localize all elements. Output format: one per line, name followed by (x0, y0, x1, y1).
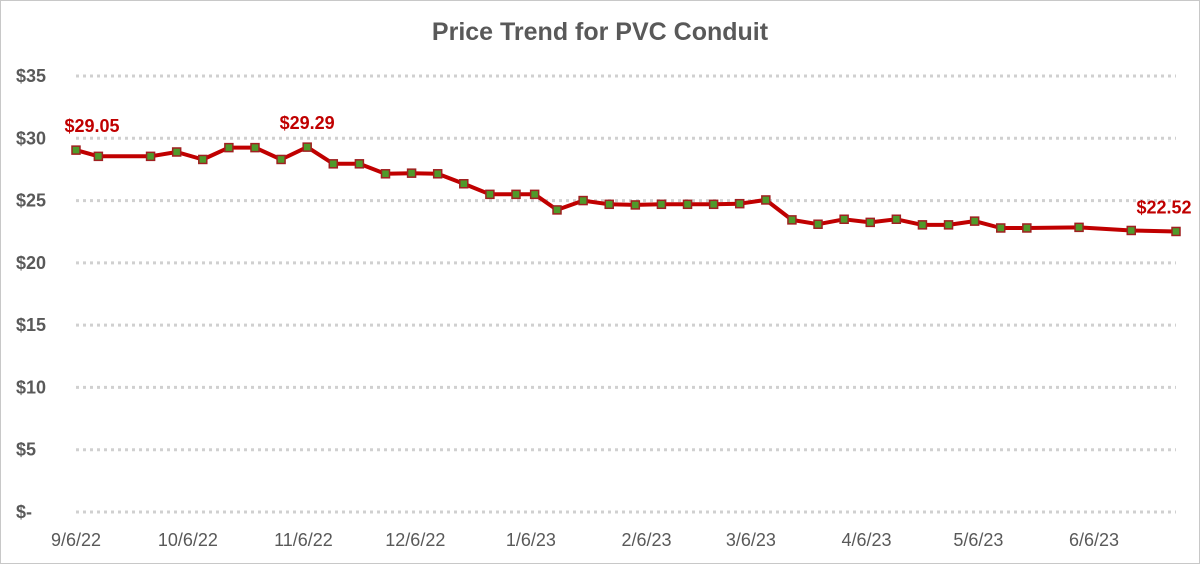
x-tick-label: 12/6/22 (385, 530, 445, 550)
data-point-marker (839, 214, 849, 225)
data-point-marker (787, 215, 797, 225)
series-price (71, 142, 1181, 237)
data-point-marker (171, 147, 182, 157)
x-tick-label: 2/6/23 (621, 530, 671, 550)
y-tick-label: $20 (16, 253, 46, 273)
data-point-marker (302, 142, 312, 152)
x-axis-ticks: 9/6/22 10/6/22 11/6/22 12/6/22 1/6/23 2/6/23 3… (51, 530, 1119, 550)
data-point-marker (328, 159, 339, 169)
x-tick-label: 9/6/22 (51, 530, 101, 550)
data-point-marker (380, 169, 391, 179)
data-point-marker (604, 199, 614, 210)
data-point-marker (630, 200, 641, 210)
x-tick-label: 1/6/23 (506, 530, 556, 550)
data-point-marker (1074, 222, 1084, 233)
data-point-marker (485, 189, 495, 200)
data-point-marker (813, 219, 823, 229)
data-point-marker (1126, 225, 1137, 236)
data-point-marker (93, 151, 104, 162)
data-point-marker (250, 142, 260, 153)
data-point-marker (891, 214, 902, 225)
y-tick-label: $15 (16, 315, 46, 335)
x-tick-label: 11/6/22 (274, 530, 333, 550)
data-point-marker (198, 154, 208, 165)
data-point-marker (1022, 223, 1032, 233)
data-point-marker (708, 199, 719, 210)
y-tick-label: $10 (16, 377, 46, 397)
data-point-marker (432, 169, 443, 179)
y-tick-label: $35 (16, 66, 46, 86)
data-point-marker (995, 223, 1006, 233)
y-axis-ticks: $- $5 $10 $15 $20 $25 $30 $35 (16, 66, 46, 522)
y-tick-label: $- (16, 502, 32, 522)
data-point-marker (969, 216, 980, 226)
data-point-marker (276, 154, 286, 165)
y-tick-label: $25 (16, 191, 46, 211)
y-tick-label: $5 (16, 440, 36, 460)
x-tick-label: 3/6/23 (726, 530, 776, 550)
data-labels: $29.05 $29.29 $22.52 (64, 113, 1191, 217)
data-point-marker (1171, 226, 1181, 237)
data-point-marker (865, 217, 875, 228)
series-line (75, 145, 1177, 234)
data-point-marker (71, 145, 81, 155)
data-point-marker (682, 199, 693, 210)
chart-title: Price Trend for PVC Conduit (431, 18, 769, 46)
y-tick-label: $30 (16, 128, 46, 148)
data-point-marker (511, 189, 521, 200)
data-point-marker (761, 195, 771, 205)
data-point-marker (224, 142, 234, 153)
data-point-marker (943, 220, 954, 230)
data-point-marker (734, 198, 745, 209)
data-label: $29.29 (280, 113, 335, 133)
data-point-marker (552, 205, 562, 215)
data-point-marker (656, 199, 667, 210)
data-point-marker (917, 220, 928, 230)
x-tick-label: 5/6/23 (953, 530, 1003, 550)
data-point-marker (406, 168, 417, 178)
x-tick-label: 10/6/22 (158, 530, 218, 550)
data-point-marker (145, 151, 156, 162)
data-point-marker (459, 179, 469, 189)
gridlines (76, 74, 1176, 514)
data-label: $29.05 (64, 116, 119, 136)
data-label: $22.52 (1136, 197, 1191, 217)
data-point-marker (529, 189, 540, 200)
x-tick-label: 6/6/23 (1069, 530, 1119, 550)
x-tick-label: 4/6/23 (841, 530, 891, 550)
data-point-marker (578, 195, 588, 206)
data-point-marker (354, 159, 365, 169)
